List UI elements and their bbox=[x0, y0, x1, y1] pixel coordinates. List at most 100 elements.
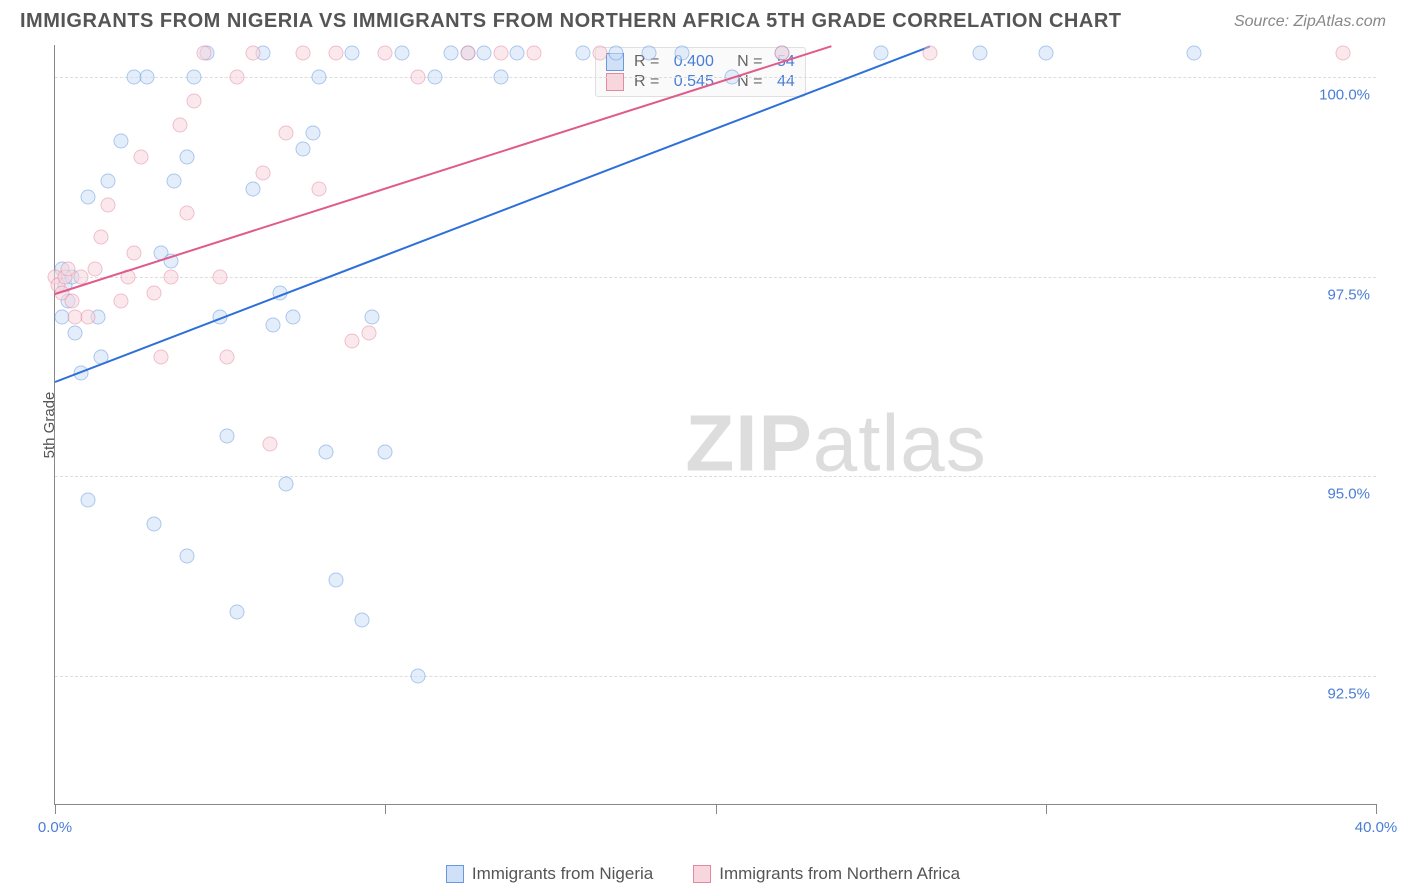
scatter-point bbox=[147, 285, 162, 300]
scatter-point bbox=[444, 45, 459, 60]
scatter-point bbox=[100, 173, 115, 188]
scatter-point bbox=[81, 493, 96, 508]
gridline bbox=[55, 277, 1376, 278]
scatter-point bbox=[186, 69, 201, 84]
scatter-point bbox=[609, 45, 624, 60]
scatter-point bbox=[1187, 45, 1202, 60]
scatter-point bbox=[67, 325, 82, 340]
scatter-point bbox=[64, 293, 79, 308]
gridline bbox=[55, 476, 1376, 477]
scatter-point bbox=[361, 325, 376, 340]
scatter-point bbox=[147, 517, 162, 532]
scatter-point bbox=[972, 45, 987, 60]
series-legend: Immigrants from Nigeria Immigrants from N… bbox=[0, 864, 1406, 884]
scatter-point bbox=[186, 93, 201, 108]
scatter-point bbox=[246, 45, 261, 60]
scatter-point bbox=[153, 349, 168, 364]
scatter-point bbox=[166, 173, 181, 188]
scatter-point bbox=[279, 125, 294, 140]
scatter-point bbox=[493, 69, 508, 84]
xtick bbox=[385, 804, 386, 814]
scatter-point bbox=[219, 429, 234, 444]
scatter-point bbox=[642, 45, 657, 60]
scatter-point bbox=[81, 189, 96, 204]
legend-item: Immigrants from Northern Africa bbox=[693, 864, 960, 884]
scatter-point bbox=[295, 141, 310, 156]
gridline bbox=[55, 77, 1376, 78]
legend-swatch bbox=[446, 865, 464, 883]
scatter-point bbox=[265, 317, 280, 332]
legend-series-name: Immigrants from Nigeria bbox=[472, 864, 653, 884]
scatter-point bbox=[345, 333, 360, 348]
scatter-point bbox=[378, 445, 393, 460]
scatter-point bbox=[295, 45, 310, 60]
scatter-point bbox=[510, 45, 525, 60]
scatter-point bbox=[246, 181, 261, 196]
ytick-label: 97.5% bbox=[1327, 286, 1370, 303]
scatter-point bbox=[279, 477, 294, 492]
scatter-point bbox=[94, 229, 109, 244]
scatter-point bbox=[411, 69, 426, 84]
scatter-point bbox=[219, 349, 234, 364]
legend-n-value: 44 bbox=[777, 73, 795, 91]
scatter-point bbox=[229, 605, 244, 620]
scatter-point bbox=[133, 149, 148, 164]
scatter-point bbox=[87, 261, 102, 276]
xtick-label: 40.0% bbox=[1355, 819, 1398, 836]
scatter-point bbox=[328, 573, 343, 588]
chart-title: IMMIGRANTS FROM NIGERIA VS IMMIGRANTS FR… bbox=[20, 10, 1121, 33]
scatter-point bbox=[285, 309, 300, 324]
scatter-point bbox=[318, 445, 333, 460]
scatter-point bbox=[180, 549, 195, 564]
plot-region: ZIPatlas R = 0.400 N = 54R = 0.545 N = 4… bbox=[54, 45, 1376, 805]
scatter-point bbox=[345, 45, 360, 60]
scatter-point bbox=[427, 69, 442, 84]
legend-swatch bbox=[693, 865, 711, 883]
ytick-label: 95.0% bbox=[1327, 486, 1370, 503]
scatter-point bbox=[81, 309, 96, 324]
scatter-point bbox=[493, 45, 508, 60]
xtick bbox=[1046, 804, 1047, 814]
scatter-point bbox=[140, 69, 155, 84]
xtick bbox=[55, 804, 56, 814]
scatter-point bbox=[312, 69, 327, 84]
scatter-point bbox=[312, 181, 327, 196]
legend-item: Immigrants from Nigeria bbox=[446, 864, 653, 884]
scatter-point bbox=[923, 45, 938, 60]
legend-r-label: R = bbox=[634, 73, 664, 91]
legend-series-name: Immigrants from Northern Africa bbox=[719, 864, 960, 884]
scatter-point bbox=[394, 45, 409, 60]
scatter-point bbox=[365, 309, 380, 324]
watermark: ZIPatlas bbox=[685, 397, 986, 489]
scatter-point bbox=[355, 613, 370, 628]
chart-area: 5th Grade ZIPatlas R = 0.400 N = 54R = 0… bbox=[54, 45, 1376, 805]
scatter-point bbox=[213, 269, 228, 284]
scatter-point bbox=[100, 197, 115, 212]
scatter-point bbox=[305, 125, 320, 140]
scatter-point bbox=[163, 269, 178, 284]
ytick-label: 92.5% bbox=[1327, 686, 1370, 703]
scatter-point bbox=[180, 149, 195, 164]
xtick bbox=[716, 804, 717, 814]
scatter-point bbox=[675, 45, 690, 60]
scatter-point bbox=[262, 437, 277, 452]
xtick-label: 0.0% bbox=[38, 819, 72, 836]
scatter-point bbox=[328, 45, 343, 60]
scatter-point bbox=[477, 45, 492, 60]
xtick bbox=[1376, 804, 1377, 814]
scatter-point bbox=[180, 205, 195, 220]
scatter-point bbox=[1335, 45, 1350, 60]
ytick-label: 100.0% bbox=[1319, 86, 1370, 103]
scatter-point bbox=[460, 45, 475, 60]
trend-line bbox=[55, 45, 832, 295]
scatter-point bbox=[127, 245, 142, 260]
scatter-point bbox=[256, 165, 271, 180]
scatter-point bbox=[873, 45, 888, 60]
legend-row: R = 0.400 N = 54 bbox=[606, 52, 795, 72]
scatter-point bbox=[378, 45, 393, 60]
scatter-point bbox=[229, 69, 244, 84]
scatter-point bbox=[411, 669, 426, 684]
scatter-point bbox=[114, 293, 129, 308]
scatter-point bbox=[1038, 45, 1053, 60]
scatter-point bbox=[173, 117, 188, 132]
